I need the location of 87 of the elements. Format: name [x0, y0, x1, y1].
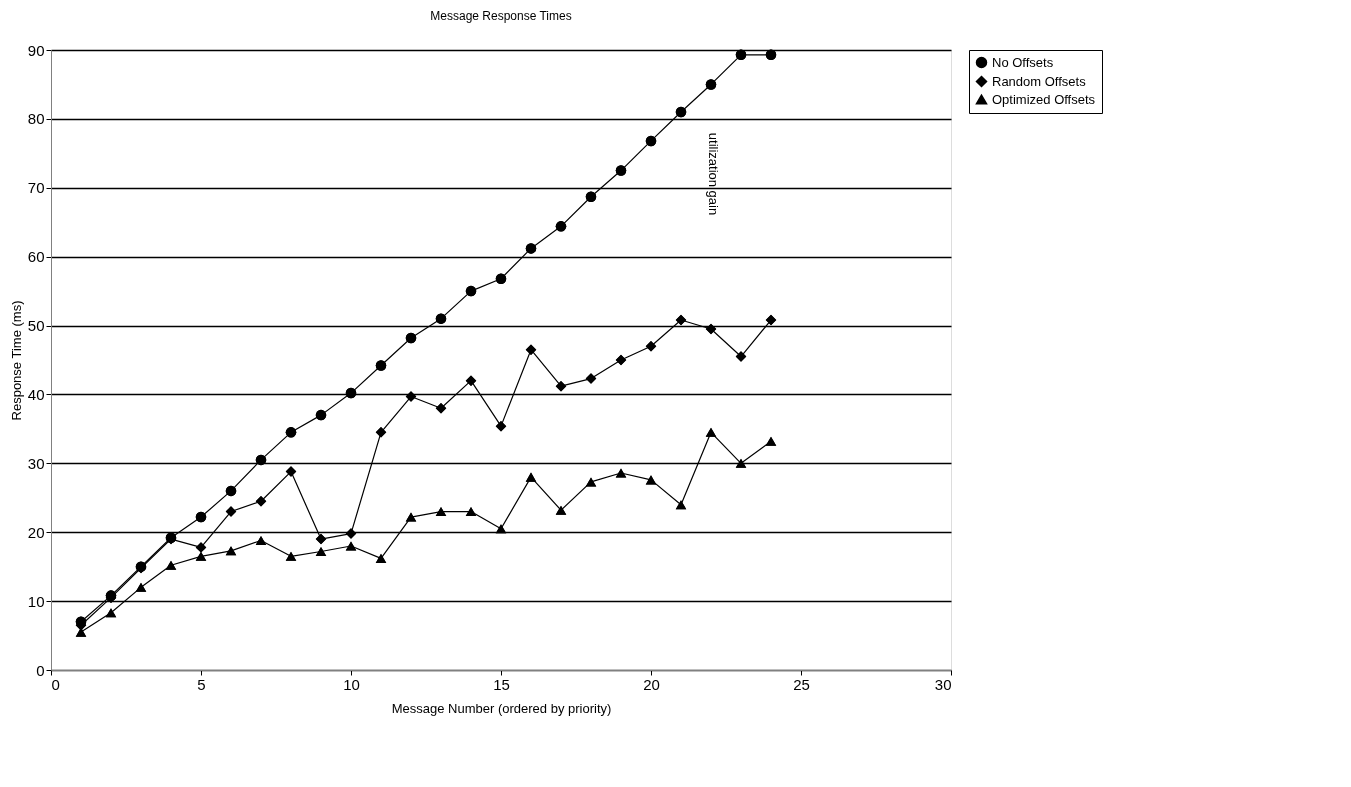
point [525, 472, 537, 482]
point [405, 391, 417, 402]
point [735, 49, 747, 61]
point [135, 582, 147, 592]
y-tick-label: 30 [27, 454, 45, 472]
point [225, 546, 237, 556]
point [495, 524, 507, 534]
point [315, 533, 327, 545]
point [645, 135, 657, 147]
point [525, 344, 537, 355]
point [675, 500, 687, 510]
point [225, 506, 237, 517]
point [705, 323, 717, 335]
point [315, 409, 327, 421]
point [585, 477, 597, 487]
point [345, 541, 357, 551]
point [615, 354, 627, 366]
point [405, 512, 417, 522]
point [585, 191, 597, 202]
point [195, 542, 207, 553]
point [765, 436, 777, 446]
point [495, 420, 507, 432]
point [465, 375, 477, 386]
legend-label: No Offsets [992, 54, 1054, 70]
point [405, 332, 417, 344]
x-tick-label: 25 [793, 675, 810, 693]
point [705, 427, 717, 437]
point [105, 608, 117, 618]
y-tick-label: 90 [27, 41, 45, 59]
point [375, 360, 387, 371]
point [735, 458, 747, 468]
chart-title: Message Response Times [430, 9, 572, 23]
point [255, 454, 267, 466]
legend-label: Optimized Offsets [992, 91, 1096, 107]
x-tick-label: 15 [493, 675, 510, 693]
y-tick-label: 20 [27, 523, 45, 541]
x-axis-title: Message Number (ordered by priority) [391, 700, 612, 716]
point [585, 373, 597, 384]
point [615, 165, 627, 176]
x-tick-label: 5 [197, 675, 206, 693]
annotation: utilization gain [705, 132, 721, 216]
point [765, 314, 777, 326]
y-tick-label: 10 [27, 592, 45, 610]
point [165, 560, 177, 570]
point [435, 507, 447, 517]
point [465, 285, 477, 297]
point [345, 387, 357, 399]
point [495, 273, 507, 284]
y-tick-label: 40 [27, 385, 45, 403]
legend-label: Random Offsets [992, 73, 1087, 89]
point [435, 313, 447, 324]
point [615, 468, 627, 478]
point [255, 535, 267, 546]
y-tick-label: 0 [36, 661, 45, 679]
point [735, 351, 747, 362]
point [195, 511, 207, 523]
point [675, 106, 687, 118]
point [705, 79, 717, 90]
point [555, 505, 567, 515]
point [255, 495, 267, 507]
y-tick-label: 50 [27, 317, 45, 335]
point [555, 221, 567, 232]
point [525, 243, 537, 254]
y-axis-title: Response Time (ms) [8, 300, 24, 421]
point [315, 546, 327, 557]
point [225, 485, 237, 497]
x-tick-label: 0 [51, 675, 60, 693]
point [555, 380, 567, 392]
x-tick-label: 20 [643, 675, 660, 693]
point [375, 427, 387, 438]
point [765, 49, 777, 61]
point [465, 507, 477, 517]
y-tick-label: 70 [27, 179, 45, 197]
point [645, 340, 657, 352]
x-tick-label: 10 [343, 675, 360, 693]
x-tick-label: 30 [934, 675, 952, 693]
point [285, 466, 297, 477]
point [195, 551, 207, 561]
y-tick-label: 60 [27, 248, 45, 266]
point [285, 427, 297, 438]
point [435, 402, 447, 414]
point [345, 528, 357, 539]
point [645, 475, 657, 485]
y-tick-label: 80 [27, 110, 45, 128]
point [375, 553, 387, 563]
point [675, 314, 687, 326]
point [285, 551, 297, 561]
